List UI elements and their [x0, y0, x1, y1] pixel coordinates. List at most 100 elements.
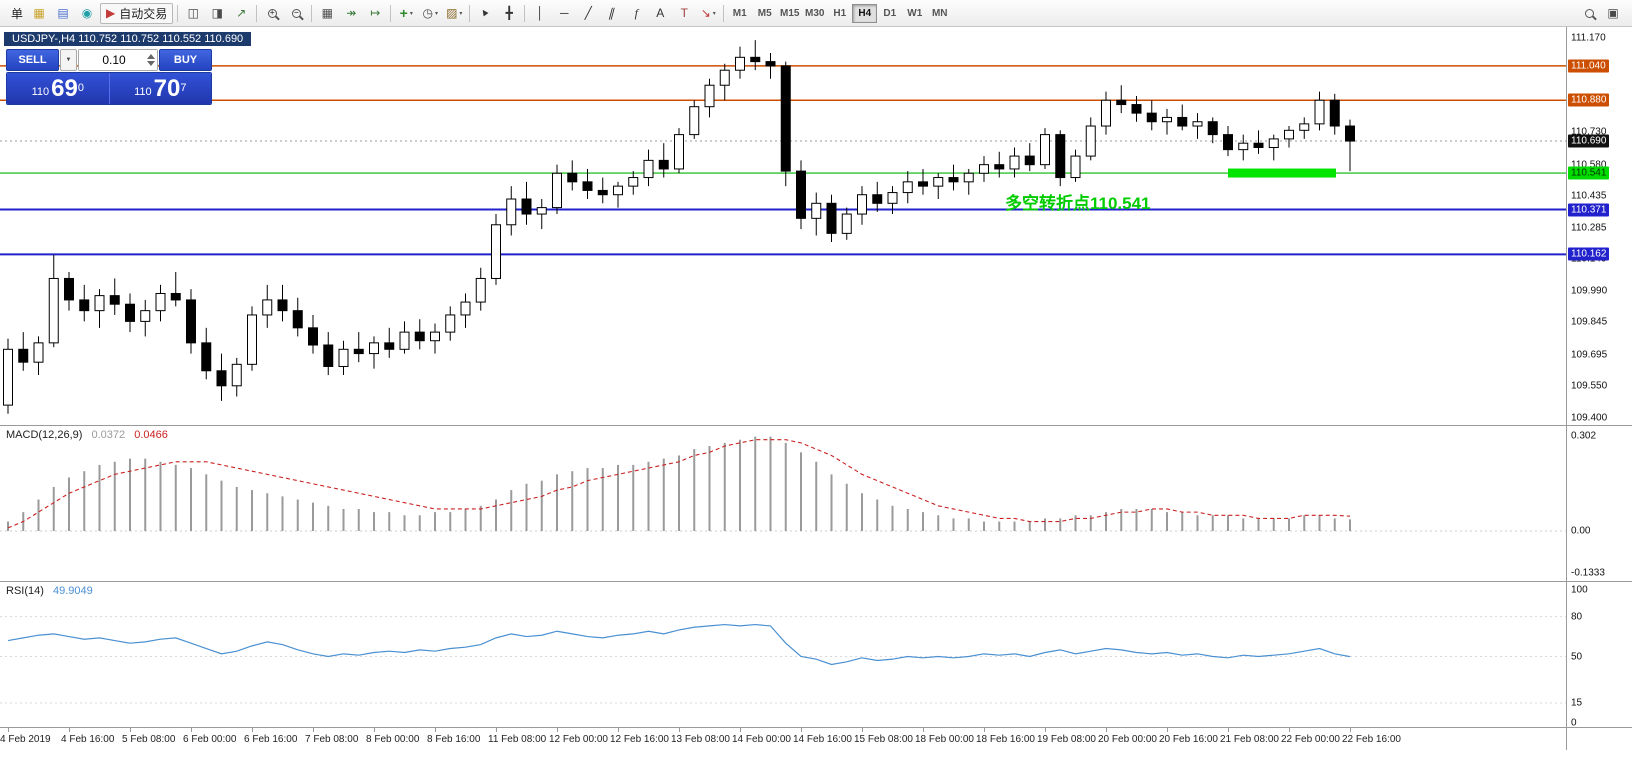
chart-shift-icon[interactable]: ↦: [364, 3, 386, 24]
community-glyph: ◉: [81, 6, 93, 20]
auto-scroll-icon[interactable]: ↠: [340, 3, 362, 24]
time-label: 6 Feb 16:00: [244, 734, 298, 745]
macd-tick-label: -0.1333: [1571, 567, 1605, 579]
auto-scroll-glyph: ↠: [346, 6, 357, 20]
sell-price-display[interactable]: 110 69 0: [7, 73, 110, 104]
search-glyph: [1584, 8, 1594, 18]
time-tick: [557, 728, 558, 732]
time-tick: [740, 728, 741, 732]
time-label: 22 Feb 00:00: [1281, 734, 1340, 745]
time-label: 20 Feb 16:00: [1159, 734, 1218, 745]
timeframe-w1-button[interactable]: W1: [907, 7, 923, 19]
vertical-line-icon[interactable]: │: [529, 3, 551, 24]
price-tick-label: 110.730: [1571, 126, 1607, 138]
new-order-button[interactable]: 单: [4, 3, 26, 24]
macd-tick-label: 0.302: [1571, 430, 1597, 442]
channel-glyph: ∥: [607, 6, 618, 20]
zoom-in-icon[interactable]: +: [261, 3, 283, 24]
dropdown-caret-icon: ▾: [409, 10, 413, 17]
rsi-pane[interactable]: RSI(14) 49.9049: [0, 582, 1566, 727]
order-type-dropdown[interactable]: [60, 49, 77, 71]
bar-chart-glyph: ◫: [187, 6, 199, 20]
timeframe-h4-button[interactable]: H4: [852, 3, 878, 23]
lot-increase-button[interactable]: [147, 54, 155, 59]
text-icon[interactable]: A: [649, 3, 671, 24]
bar-chart-icon[interactable]: ◫: [182, 3, 204, 24]
macd-canvas[interactable]: [0, 426, 1566, 581]
text-label-icon[interactable]: T: [673, 3, 695, 24]
zoom-out-icon[interactable]: −: [285, 3, 307, 24]
window-list-icon[interactable]: ▣: [1602, 3, 1624, 24]
time-label: 19 Feb 08:00: [1037, 734, 1096, 745]
time-label: 12 Feb 00:00: [549, 734, 608, 745]
search-icon[interactable]: [1578, 3, 1600, 24]
candlestick-chart-icon[interactable]: ◨: [206, 3, 228, 24]
crosshair-icon[interactable]: ╋: [498, 3, 520, 24]
zoom-in-glyph: +: [267, 8, 277, 18]
price-chart-pane[interactable]: USDJPY-,H4 110.752 110.752 110.552 110.6…: [0, 27, 1566, 425]
price-tick-label: 111.170: [1571, 32, 1606, 44]
periods-icon[interactable]: ◷ ▾: [419, 3, 441, 24]
indicators-icon[interactable]: + ▾: [395, 3, 417, 24]
rsi-axis: 100 80 50 15 0: [1566, 582, 1632, 727]
periods-glyph: ◷: [422, 6, 433, 20]
new-chart-icon[interactable]: ▦: [28, 3, 50, 24]
chart-title: USDJPY-,H4 110.752 110.752 110.552 110.6…: [4, 32, 252, 46]
window-list-glyph: ▣: [1607, 6, 1619, 20]
equidistant-channel-icon[interactable]: ∥: [601, 3, 623, 24]
time-tick: [1350, 728, 1351, 732]
time-tick: [69, 728, 70, 732]
community-icon[interactable]: ◉: [76, 3, 98, 24]
profiles-icon[interactable]: ▤: [52, 3, 74, 24]
timeframe-m30-button[interactable]: M30: [805, 7, 825, 19]
macd-label: MACD(12,26,9) 0.0372 0.0466: [6, 429, 168, 441]
trendline-icon[interactable]: ╱: [577, 3, 599, 24]
toolbar-separator: [390, 4, 392, 22]
macd-pane[interactable]: MACD(12,26,9) 0.0372 0.0466: [0, 426, 1566, 581]
tile-windows-icon[interactable]: ▦: [316, 3, 338, 24]
line-chart-icon[interactable]: ↗: [230, 3, 252, 24]
pivot-annotation-text[interactable]: 多空转折点110.541: [1005, 194, 1151, 213]
timeframe-h1-button[interactable]: H1: [833, 7, 847, 19]
rsi-canvas[interactable]: [0, 582, 1566, 727]
sell-button[interactable]: SELL: [6, 49, 59, 71]
time-axis[interactable]: 4 Feb 2019 4 Feb 16:00 5 Feb 08:00 6 Feb 00…: [0, 728, 1566, 750]
lot-size-input[interactable]: [79, 50, 157, 70]
fibonacci-glyph: f: [634, 6, 638, 20]
autotrading-glyph: ▶: [106, 6, 116, 20]
rsi-value: 49.9049: [52, 585, 93, 597]
timeframe-m5-button[interactable]: M5: [757, 7, 772, 19]
time-label: 12 Feb 16:00: [610, 734, 669, 745]
templates-icon[interactable]: ▨ ▾: [443, 3, 465, 24]
time-label: 18 Feb 16:00: [976, 734, 1035, 745]
timeframe-d1-button[interactable]: D1: [883, 7, 897, 19]
timeframe-m1-button[interactable]: M1: [732, 7, 747, 19]
rsi-tick-label: 50: [1571, 651, 1583, 662]
dropdown-caret-icon: ▾: [712, 10, 716, 17]
toolbar-right-group: ▣: [1577, 3, 1625, 24]
toolbar-separator: [177, 4, 179, 22]
pivot-highlight-bar[interactable]: [1228, 168, 1336, 178]
buy-button[interactable]: BUY: [159, 49, 212, 71]
timeframe-mn-button[interactable]: MN: [931, 7, 948, 19]
time-tick: [191, 728, 192, 732]
time-tick: [1228, 728, 1229, 732]
time-label: 15 Feb 08:00: [854, 734, 913, 745]
time-label: 22 Feb 16:00: [1342, 734, 1401, 745]
autotrading-button[interactable]: ▶ 自动交易: [100, 2, 174, 24]
resistance-line-upper-badge: 111.040: [1568, 59, 1609, 73]
indicators-glyph: +: [399, 5, 408, 21]
cursor-icon[interactable]: ▲: [474, 3, 496, 24]
time-tick: [435, 728, 436, 732]
arrows-icon[interactable]: ↘ ▾: [697, 3, 719, 24]
time-label: 8 Feb 00:00: [366, 734, 420, 745]
lot-decrease-button[interactable]: [147, 61, 155, 66]
time-label: 6 Feb 00:00: [183, 734, 237, 745]
price-chart-canvas[interactable]: [0, 27, 1566, 425]
horizontal-line-icon[interactable]: ─: [553, 3, 575, 24]
buy-price-display[interactable]: 110 70 7: [109, 73, 211, 104]
macd-signal-line: [7, 439, 1351, 529]
timeframe-m15-button[interactable]: M15: [780, 7, 800, 19]
fibonacci-icon[interactable]: f: [625, 3, 647, 24]
